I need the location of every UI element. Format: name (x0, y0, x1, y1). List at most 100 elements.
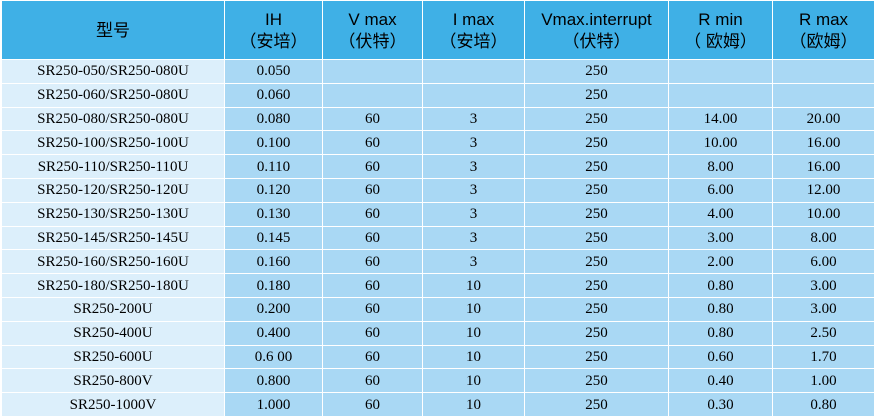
cell-rmin: 0.40 (668, 368, 773, 394)
cell-vmax-interrupt: 250 (524, 249, 669, 275)
cell-vmax-interrupt: 250 (524, 392, 669, 417)
table-row: SR250-050/SR250-080U 0.050 250 (1, 59, 875, 84)
cell-vmax-interrupt: 250 (524, 154, 669, 179)
cell-rmin: 2.00 (668, 249, 773, 275)
table-row: SR250-130/SR250-130U 0.130 60 3 250 4.00… (1, 201, 875, 227)
cell-vmax: 60 (322, 201, 423, 227)
cell-vmax: 60 (322, 320, 423, 346)
cell-rmin: 0.60 (668, 344, 773, 370)
header-imax-unit: （安培） (439, 32, 508, 51)
cell-vmax: 60 (322, 130, 423, 156)
cell-vmax: 60 (322, 154, 423, 179)
cell-vmax-interrupt: 250 (524, 296, 669, 322)
cell-imax: 3 (422, 177, 525, 203)
cell-ih: 1.000 (224, 392, 323, 417)
cell-model: SR250-145/SR250-145U (1, 225, 225, 251)
table-row: SR250-800V 0.800 60 10 250 0.40 1.00 (1, 368, 875, 394)
cell-rmax: 16.00 (772, 154, 875, 179)
cell-imax (422, 59, 525, 84)
cell-rmax (772, 82, 875, 108)
cell-model: SR250-120/SR250-120U (1, 177, 225, 203)
cell-imax: 10 (422, 273, 525, 298)
cell-vmax-interrupt: 250 (524, 225, 669, 251)
cell-ih: 0.120 (224, 177, 323, 203)
cell-ih: 0.100 (224, 130, 323, 156)
cell-vmax: 60 (322, 249, 423, 275)
header-ih: IH （安培） (224, 0, 323, 60)
cell-imax: 3 (422, 130, 525, 156)
cell-vmax: 60 (322, 368, 423, 394)
cell-model: SR250-130/SR250-130U (1, 201, 225, 227)
cell-imax: 10 (422, 320, 525, 346)
cell-rmax: 16.00 (772, 130, 875, 156)
header-imax: I max （安培） (422, 0, 525, 60)
cell-rmin: 0.80 (668, 320, 773, 346)
cell-ih: 0.800 (224, 368, 323, 394)
header-model-label: 型号 (96, 21, 130, 40)
cell-rmax: 8.00 (772, 225, 875, 251)
cell-rmax: 20.00 (772, 106, 875, 132)
cell-vmax: 60 (322, 296, 423, 322)
cell-imax: 3 (422, 106, 525, 132)
cell-rmin (668, 82, 773, 108)
cell-model: SR250-160/SR250-160U (1, 249, 225, 275)
cell-vmax-interrupt: 250 (524, 344, 669, 370)
cell-vmax-interrupt: 250 (524, 177, 669, 203)
cell-vmax: 60 (322, 392, 423, 417)
cell-rmax: 12.00 (772, 177, 875, 203)
cell-rmin: 3.00 (668, 225, 773, 251)
header-vmax-unit: （伏特） (338, 32, 407, 51)
header-vmax-interrupt: Vmax.interrupt （伏特） (524, 0, 669, 60)
cell-imax (422, 82, 525, 108)
cell-vmax-interrupt: 250 (524, 368, 669, 394)
cell-model: SR250-800V (1, 368, 225, 394)
cell-vmax: 60 (322, 177, 423, 203)
table-row: SR250-145/SR250-145U 0.145 60 3 250 3.00… (1, 225, 875, 251)
cell-vmax-interrupt: 250 (524, 59, 669, 84)
cell-rmin: 14.00 (668, 106, 773, 132)
header-imax-label: I max (452, 10, 495, 29)
table-row: SR250-120/SR250-120U 0.120 60 3 250 6.00… (1, 177, 875, 203)
header-vmax-label: V max (348, 10, 397, 29)
header-rmax-label: R max (798, 10, 849, 29)
header-ih-unit: （安培） (239, 32, 308, 51)
cell-rmax: 2.50 (772, 320, 875, 346)
cell-rmin: 0.30 (668, 392, 773, 417)
cell-vmax (322, 59, 423, 84)
table-row: SR250-100/SR250-100U 0.100 60 3 250 10.0… (1, 130, 875, 156)
cell-ih: 0.200 (224, 296, 323, 322)
header-model: 型号 (1, 0, 225, 60)
cell-rmax: 3.00 (772, 296, 875, 322)
header-rmin: R min （ 欧姆） (668, 0, 773, 60)
table-row: SR250-400U 0.400 60 10 250 0.80 2.50 (1, 320, 875, 346)
cell-model: SR250-110/SR250-110U (1, 154, 225, 179)
header-row: 型号 IH （安培） V max （伏特） I max （安培） Vmax.in… (1, 0, 875, 60)
cell-rmax: 0.80 (772, 392, 875, 417)
table-row: SR250-080/SR250-080U 0.080 60 3 250 14.0… (1, 106, 875, 132)
cell-model: SR250-060/SR250-080U (1, 82, 225, 108)
cell-imax: 10 (422, 296, 525, 322)
cell-imax: 3 (422, 201, 525, 227)
cell-rmax: 3.00 (772, 273, 875, 298)
cell-imax: 3 (422, 249, 525, 275)
cell-vmax-interrupt: 250 (524, 273, 669, 298)
cell-model: SR250-400U (1, 320, 225, 346)
table-row: SR250-200U 0.200 60 10 250 0.80 3.00 (1, 296, 875, 322)
cell-ih: 0.145 (224, 225, 323, 251)
header-rmin-label: R min (698, 10, 743, 29)
cell-ih: 0.050 (224, 59, 323, 84)
cell-imax: 10 (422, 392, 525, 417)
cell-rmin (668, 59, 773, 84)
cell-ih: 0.060 (224, 82, 323, 108)
cell-rmin: 6.00 (668, 177, 773, 203)
cell-vmax-interrupt: 250 (524, 201, 669, 227)
cell-vmax (322, 82, 423, 108)
table-row: SR250-600U 0.6 00 60 10 250 0.60 1.70 (1, 344, 875, 370)
cell-vmax: 60 (322, 344, 423, 370)
cell-vmax: 60 (322, 273, 423, 298)
cell-ih: 0.180 (224, 273, 323, 298)
cell-rmax (772, 59, 875, 84)
cell-rmax: 1.70 (772, 344, 875, 370)
table-row: SR250-1000V 1.000 60 10 250 0.30 0.80 (1, 392, 875, 417)
